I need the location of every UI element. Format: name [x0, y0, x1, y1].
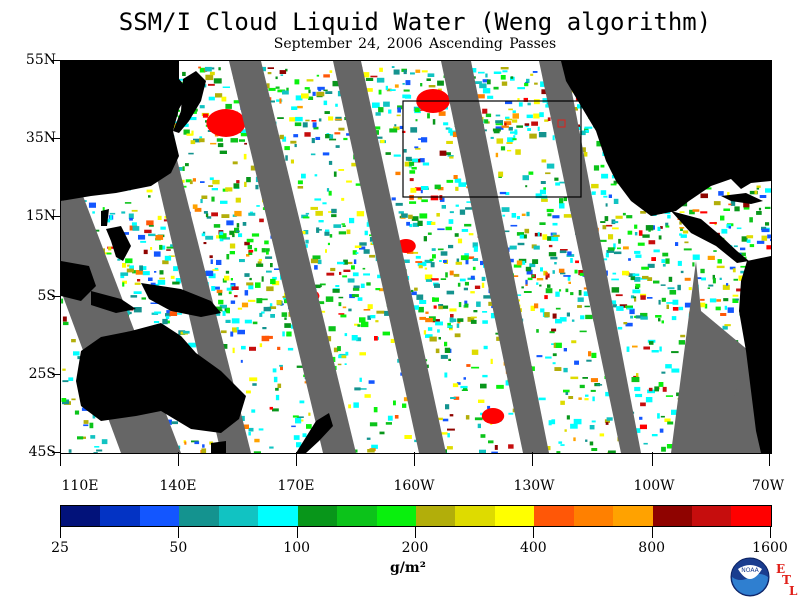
map-canvas	[61, 61, 771, 453]
units-label: g/m²	[390, 560, 426, 576]
lon-label-130w: 130W	[513, 478, 555, 494]
lat-tick	[52, 216, 60, 217]
etl-letter-t: T	[782, 573, 791, 587]
lon-label-140e: 140E	[159, 478, 197, 494]
lon-label-170e: 170E	[277, 478, 315, 494]
etl-letter-l: L	[789, 584, 798, 598]
legend-swatch	[573, 506, 614, 526]
legend-swatch	[692, 506, 732, 526]
map-title: SSM/I Cloud Liquid Water (Weng algorithm…	[118, 8, 712, 36]
site-marker	[557, 119, 566, 128]
map-subtitle: September 24, 2006 Ascending Passes	[273, 36, 557, 52]
lon-tick	[60, 452, 61, 466]
lon-tick	[532, 452, 533, 466]
color-legend-bar	[60, 505, 772, 527]
lat-label-55n: 55N	[25, 52, 56, 68]
legend-swatch	[534, 506, 574, 526]
legend-swatch	[258, 506, 298, 526]
legend-swatch	[61, 506, 101, 526]
legend-tick	[178, 526, 180, 538]
no-data-swath	[333, 61, 446, 453]
legend-tick	[651, 526, 653, 538]
legend-swatch	[652, 506, 692, 526]
legend-swatch	[100, 506, 140, 526]
land-australia	[76, 323, 246, 433]
lon-label-100w: 100W	[633, 478, 675, 494]
noaa-logo: NOAA	[730, 557, 770, 597]
land-indonesia	[91, 291, 136, 313]
legend-swatch	[337, 506, 377, 526]
legend-tick-label: 800	[638, 540, 666, 556]
land-borneo	[61, 261, 96, 301]
no-data-swath	[539, 61, 641, 453]
lat-tick	[52, 138, 60, 139]
etl-letter-e: E	[776, 562, 786, 576]
region-box	[402, 100, 582, 198]
legend-tick-label: 50	[169, 540, 188, 556]
land-asia	[61, 61, 189, 201]
legend-swatch	[179, 506, 219, 526]
no-data-swath	[441, 61, 549, 453]
land-masses	[61, 61, 771, 453]
legend-tick	[533, 526, 535, 538]
land-philippines	[106, 226, 131, 261]
land-south-america	[739, 256, 771, 453]
map-plot-area	[60, 60, 772, 454]
land-cuba	[721, 193, 763, 204]
land-new-zealand	[296, 413, 333, 453]
etl-logo: E T L	[774, 562, 800, 598]
legend-tick	[770, 526, 771, 538]
lat-tick	[52, 296, 60, 297]
legend-swatch	[731, 506, 771, 526]
lon-label-70w: 70W	[751, 478, 785, 494]
lat-label-5s: 5S	[37, 288, 57, 304]
land-taiwan	[101, 209, 109, 226]
no-data-swath	[229, 61, 356, 453]
legend-swatch	[376, 506, 416, 526]
lon-tick	[414, 452, 415, 466]
lat-tick	[52, 452, 60, 453]
land-new-guinea	[141, 283, 221, 317]
no-data-swaths	[61, 61, 771, 453]
lat-label-25s: 25S	[28, 366, 56, 382]
noaa-logo-text: NOAA	[741, 567, 759, 574]
legend-tick-label: 100	[283, 540, 311, 556]
lon-tick	[296, 452, 297, 466]
legend-tick	[60, 526, 61, 538]
legend-tick-label: 200	[401, 540, 429, 556]
legend-tick-label: 1600	[752, 540, 788, 556]
lat-label-45s: 45S	[28, 444, 56, 460]
lon-label-110e: 110E	[61, 478, 99, 494]
legend-swatch	[218, 506, 259, 526]
lon-tick	[769, 452, 770, 466]
land-tasmania	[211, 441, 226, 453]
no-data-swath	[139, 96, 251, 453]
legend-tick	[415, 526, 416, 538]
land-central-america	[671, 211, 749, 263]
lon-label-160w: 160W	[393, 478, 435, 494]
lon-tick	[178, 452, 179, 466]
legend-swatch	[415, 506, 456, 526]
legend-swatch	[494, 506, 535, 526]
legend-swatch	[297, 506, 338, 526]
land-japan	[173, 71, 206, 133]
legend-tick-label: 25	[51, 540, 69, 556]
lon-tick	[652, 452, 653, 466]
lat-tick	[52, 60, 60, 61]
lat-label-15n: 15N	[25, 208, 56, 224]
legend-tick-label: 400	[519, 540, 547, 556]
lat-label-35n: 35N	[25, 130, 56, 146]
legend-swatch	[455, 506, 495, 526]
legend-tick	[296, 526, 298, 538]
legend-swatch	[613, 506, 653, 526]
land-north-america	[561, 61, 771, 216]
legend-swatch	[139, 506, 180, 526]
lat-tick	[52, 374, 60, 375]
